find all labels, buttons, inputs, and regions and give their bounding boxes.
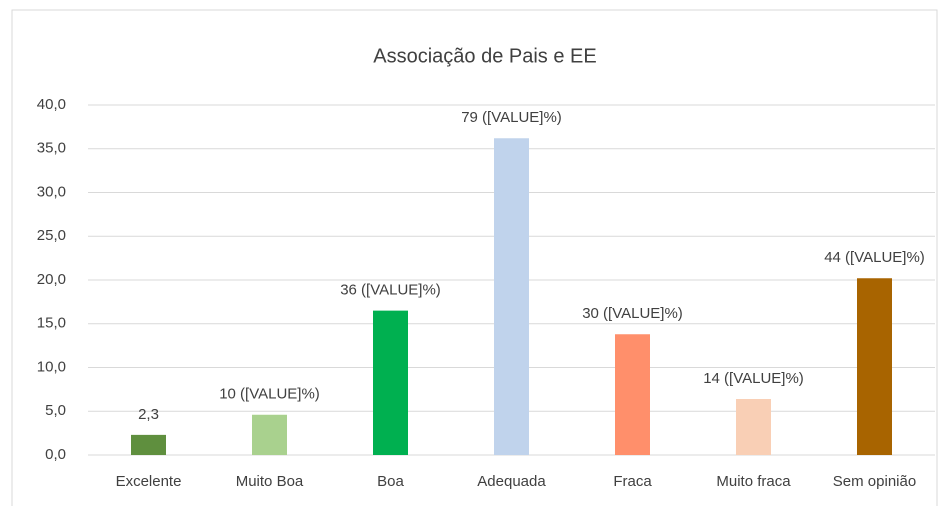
x-tick-label: Boa bbox=[377, 473, 404, 490]
y-tick-label: 40,0 bbox=[37, 96, 66, 113]
data-label: 79 ([VALUE]%) bbox=[461, 109, 562, 126]
bar bbox=[373, 310, 408, 455]
data-label: 2,3 bbox=[138, 406, 159, 423]
bar bbox=[494, 138, 529, 455]
y-tick-label: 0,0 bbox=[45, 446, 66, 463]
x-tick-label: Sem opinião bbox=[833, 473, 916, 490]
y-tick-label: 20,0 bbox=[37, 271, 66, 288]
bar bbox=[736, 399, 771, 455]
y-tick-label: 5,0 bbox=[45, 402, 66, 419]
x-tick-label: Excelente bbox=[116, 473, 182, 490]
x-tick-label: Adequada bbox=[477, 473, 546, 490]
bar bbox=[252, 414, 287, 455]
y-tick-label: 25,0 bbox=[37, 227, 66, 244]
y-tick-label: 10,0 bbox=[37, 358, 66, 375]
y-tick-label: 35,0 bbox=[37, 140, 66, 157]
y-tick-label: 30,0 bbox=[37, 183, 66, 200]
data-label: 44 ([VALUE]%) bbox=[824, 249, 925, 266]
data-label: 14 ([VALUE]%) bbox=[703, 370, 804, 387]
y-tick-label: 15,0 bbox=[37, 315, 66, 332]
x-tick-label: Muito Boa bbox=[236, 473, 304, 490]
data-label: 30 ([VALUE]%) bbox=[582, 305, 683, 322]
data-label: 10 ([VALUE]%) bbox=[219, 386, 320, 403]
chart-border bbox=[11, 9, 938, 506]
x-tick-label: Fraca bbox=[613, 473, 652, 490]
bar bbox=[857, 278, 892, 455]
bar bbox=[615, 334, 650, 455]
chart-title: Associação de Pais e EE bbox=[373, 45, 596, 67]
data-label: 36 ([VALUE]%) bbox=[340, 282, 441, 299]
bar bbox=[131, 434, 166, 455]
x-tick-label: Muito fraca bbox=[716, 473, 791, 490]
